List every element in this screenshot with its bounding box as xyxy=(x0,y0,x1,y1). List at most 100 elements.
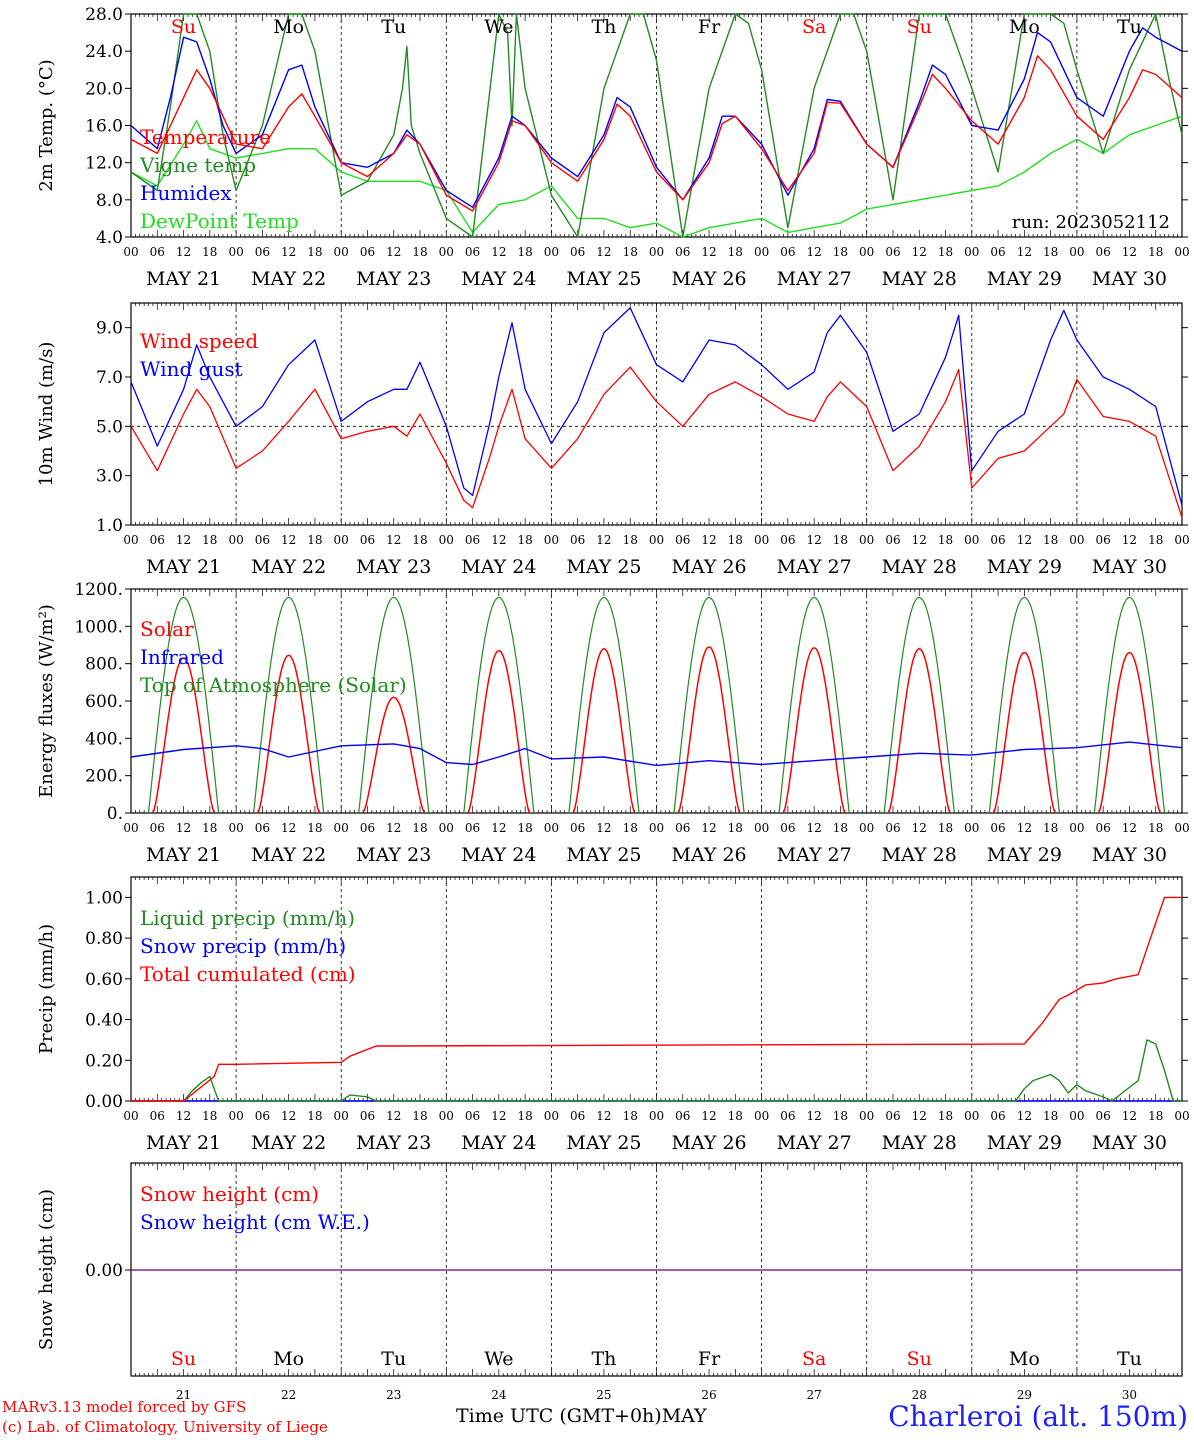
energy-hour-tick-label: 06 xyxy=(360,821,375,835)
temp-hour-tick-label: 12 xyxy=(912,245,927,259)
precip-hour-tick-label: 12 xyxy=(176,1109,191,1123)
wind-hour-tick-label: 12 xyxy=(1017,533,1032,547)
snow-legend-entry: Snow height (cm) xyxy=(140,1182,319,1206)
energy-y-tick-label: 400. xyxy=(85,729,123,749)
temp-hour-tick-label: 00 xyxy=(859,245,874,259)
temp-hour-tick-label: 18 xyxy=(307,245,322,259)
wind-hour-tick-label: 18 xyxy=(412,533,427,547)
site-label: Charleroi (alt. 150m) xyxy=(888,1400,1188,1433)
precip-date-label: MAY 24 xyxy=(461,1132,536,1154)
temp-hour-tick-label: 06 xyxy=(150,245,165,259)
precip-y-tick-label: 0.60 xyxy=(85,970,123,990)
wind-y-axis: 1.0 3.0 5.0 7.0 9.0 10m Wind (m/s) xyxy=(36,319,1188,536)
model-credit: MARv3.13 model forced by GFS xyxy=(2,1398,247,1416)
temp-hour-tick-label: 18 xyxy=(412,245,427,259)
snow-weekday-label: Mo xyxy=(273,1348,304,1370)
precip-date-label: MAY 30 xyxy=(1092,1132,1167,1154)
temp-hour-tick-label: 00 xyxy=(544,245,559,259)
snow-y-axis-label: Snow height (cm) xyxy=(36,1189,57,1350)
wind-hour-tick-label: 00 xyxy=(964,533,979,547)
run-annotation: run: 2023052112 xyxy=(1012,212,1170,233)
wind-date-label: MAY 22 xyxy=(251,556,326,578)
precip-y-tick-label: 0.20 xyxy=(85,1051,123,1071)
precip-hour-tick-label: 18 xyxy=(517,1109,532,1123)
temp-date-label: MAY 27 xyxy=(777,268,852,290)
day-number-label: 26 xyxy=(701,1388,716,1402)
wind-date-label: MAY 28 xyxy=(882,556,957,578)
temp-hour-tick-label: 12 xyxy=(491,245,506,259)
energy-hour-tick-label: 00 xyxy=(964,821,979,835)
temp-frame xyxy=(130,13,1183,238)
temp-weekday-label: Th xyxy=(591,16,616,38)
energy-hour-tick-label: 18 xyxy=(1043,821,1058,835)
energy-y-tick-label: 0. xyxy=(107,804,123,824)
precip-hour-tick-label: 18 xyxy=(202,1109,217,1123)
wind-legend-entry: Wind gust xyxy=(140,357,243,381)
precip-x-labels: 00 06 12 18 MAY 21 00 06 12 18 MAY 22 00 06 12 18 MAY … xyxy=(123,1109,1189,1154)
energy-toa-curve xyxy=(147,596,220,814)
wind-date-label: MAY 26 xyxy=(671,556,746,578)
temp-hour-tick-label: 12 xyxy=(281,245,296,259)
temp-date-label: MAY 26 xyxy=(671,268,746,290)
temp-hour-tick-label: 12 xyxy=(1122,245,1137,259)
wind-hour-tick-label: 06 xyxy=(675,533,690,547)
temp-y-tick-label: 28.0 xyxy=(85,5,123,25)
energy-hour-tick-label: 12 xyxy=(386,821,401,835)
temp-legend-entry: Vigne temp xyxy=(139,153,256,177)
energy-hour-tick-label: 12 xyxy=(701,821,716,835)
temp-hour-tick-label: 12 xyxy=(596,245,611,259)
temp-y-tick-label: 24.0 xyxy=(85,42,123,62)
precip-hour-tick-label: 06 xyxy=(1096,1109,1111,1123)
temp-y-tick-label: 16.0 xyxy=(85,117,123,137)
energy-legend-entry: Infrared xyxy=(140,645,224,669)
temp-hour-tick-label: 06 xyxy=(675,245,690,259)
temp-date-label: MAY 29 xyxy=(987,268,1062,290)
temp-series-line xyxy=(130,55,1183,212)
energy-y-axis: 0. 200. 400. 600. 800. 1000. 1200. Energy fluxe… xyxy=(36,580,1188,824)
wind-y-axis-label: 10m Wind (m/s) xyxy=(36,342,57,487)
precip-date-label: MAY 21 xyxy=(146,1132,221,1154)
precip-y-tick-label: 0.40 xyxy=(85,1011,123,1031)
temp-hour-tick-label: 18 xyxy=(833,245,848,259)
energy-hour-tick-label: 12 xyxy=(912,821,927,835)
energy-solar-curve xyxy=(1098,651,1161,814)
energy-solar-curve xyxy=(572,647,636,814)
temp-hour-tick-label: 12 xyxy=(701,245,716,259)
precip-hour-tick-label: 00 xyxy=(964,1109,979,1123)
temp-date-label: MAY 30 xyxy=(1092,268,1167,290)
wind-y-tick-label: 1.0 xyxy=(96,516,123,536)
temp-x-labels: 00 06 12 18 MAY 21 00 06 12 18 MAY 22 00 06 12 18 MAY … xyxy=(123,245,1189,290)
precip-hour-tick-label: 18 xyxy=(938,1109,953,1123)
energy-toa-curve xyxy=(253,596,325,814)
energy-hour-tick-label: 00 xyxy=(228,821,243,835)
snow-weekday-label: We xyxy=(484,1348,513,1370)
temp-hour-tick-label: 06 xyxy=(465,245,480,259)
temp-weekday-label: Sa xyxy=(802,16,826,38)
wind-legend-entry: Wind speed xyxy=(140,329,258,353)
precip-date-label: MAY 25 xyxy=(566,1132,641,1154)
wind-hour-tick-label: 00 xyxy=(859,533,874,547)
time-utc-label: Time UTC (GMT+0h) xyxy=(456,1405,662,1427)
energy-hour-tick-label: 12 xyxy=(491,821,506,835)
wind-hour-tick-label: 00 xyxy=(1069,533,1084,547)
snow-weekday-label: Tu xyxy=(1117,1348,1142,1370)
energy-hour-tick-label: 00 xyxy=(439,821,454,835)
snow-weekday-label: Su xyxy=(171,1348,196,1370)
energy-hour-tick-label: 00 xyxy=(649,821,664,835)
precip-hour-tick-label: 00 xyxy=(334,1109,349,1123)
precip-hour-tick-label: 00 xyxy=(859,1109,874,1123)
temp-hour-tick-label: 06 xyxy=(1096,245,1111,259)
day-number-label: 25 xyxy=(596,1388,611,1402)
snow-legend-entry: Snow height (cm W.E.) xyxy=(140,1210,370,1234)
energy-y-tick-label: 600. xyxy=(85,692,123,712)
temp-hour-tick-label: 18 xyxy=(623,245,638,259)
precip-hour-tick-label: 06 xyxy=(150,1109,165,1123)
temp-weekday-label: Fr xyxy=(698,16,721,38)
energy-hour-tick-label: 12 xyxy=(1122,821,1137,835)
precip-panel xyxy=(130,876,1183,1102)
wind-hour-tick-label: 06 xyxy=(885,533,900,547)
temp-y-tick-label: 4.0 xyxy=(96,228,123,248)
wind-date-label: MAY 29 xyxy=(987,556,1062,578)
energy-solar-curve xyxy=(467,649,531,814)
temp-hour-tick-label: 06 xyxy=(990,245,1005,259)
